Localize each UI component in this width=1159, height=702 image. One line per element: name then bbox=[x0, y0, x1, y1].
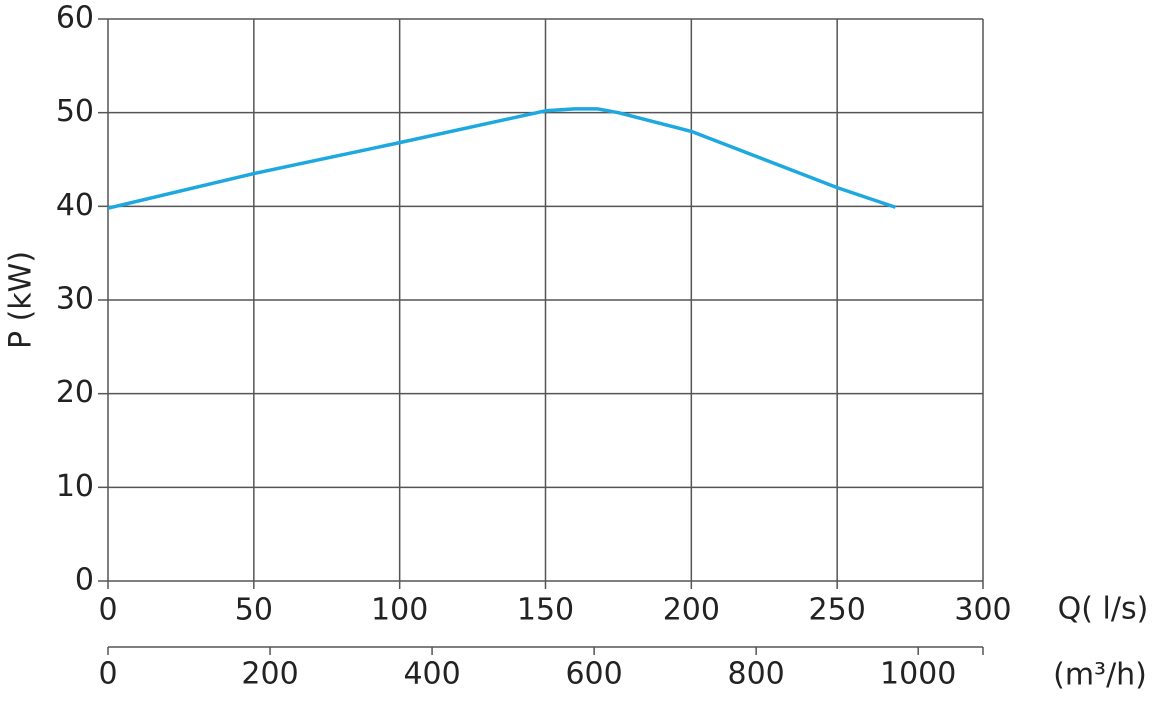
x-tick-label: 50 bbox=[235, 593, 273, 628]
x-tick-label: 300 bbox=[954, 593, 1011, 628]
data-line bbox=[107, 107, 897, 210]
y-tick-label: 30 bbox=[56, 282, 94, 317]
y-tick-label: 20 bbox=[56, 375, 94, 410]
x-tick-label: 250 bbox=[809, 593, 866, 628]
x2-tick-label: 200 bbox=[241, 657, 298, 692]
x-tick-label: 150 bbox=[517, 593, 574, 628]
y-tick-label: 0 bbox=[75, 563, 94, 598]
y-tick-label: 50 bbox=[56, 94, 94, 129]
x2-tick-label: 800 bbox=[728, 657, 785, 692]
x2-tick-label: 400 bbox=[403, 657, 460, 692]
x-tick-label: 100 bbox=[371, 593, 428, 628]
y-tick-label: 10 bbox=[56, 469, 94, 504]
x2-tick-label: 600 bbox=[565, 657, 622, 692]
x2-tick-label: 1000 bbox=[880, 657, 956, 692]
x-tick-label: 0 bbox=[98, 593, 117, 628]
x2-axis-label: (m³/h) bbox=[1053, 658, 1147, 693]
x-axis-label: Q( l/s) bbox=[1058, 592, 1149, 627]
x-tick-label: 200 bbox=[663, 593, 720, 628]
y-axis-label: P (kW) bbox=[4, 251, 39, 349]
x2-tick-label: 0 bbox=[98, 657, 117, 692]
y-tick-label: 40 bbox=[56, 188, 94, 223]
y-tick-label: 60 bbox=[56, 1, 94, 36]
